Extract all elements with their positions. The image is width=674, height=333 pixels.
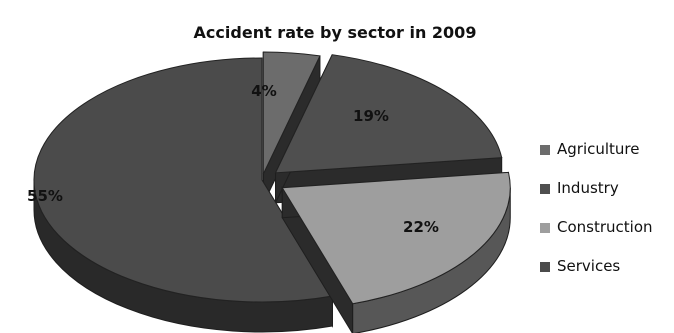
pie-slice-services bbox=[33, 57, 334, 333]
pie-slices bbox=[33, 51, 511, 333]
legend-label-services: Services bbox=[557, 257, 620, 275]
legend-swatch-construction bbox=[540, 223, 550, 233]
chart-title: Accident rate by sector in 2009 bbox=[194, 23, 477, 42]
value-label-services: 55% bbox=[27, 187, 63, 205]
pie-slice-top-construction bbox=[281, 171, 511, 305]
pie-value-labels: 4% 19% 22% 55% bbox=[27, 82, 439, 236]
chart-legend: Agriculture Industry Construction Services bbox=[540, 140, 653, 275]
pie-slice-top-services bbox=[33, 57, 334, 303]
legend-label-industry: Industry bbox=[557, 179, 619, 197]
pie-slice-top-industry bbox=[274, 54, 503, 174]
legend-swatch-services bbox=[540, 262, 550, 272]
value-label-construction: 22% bbox=[403, 218, 439, 236]
pie-slice-top-agriculture bbox=[262, 51, 321, 175]
value-label-industry: 19% bbox=[353, 107, 389, 125]
legend-label-agriculture: Agriculture bbox=[557, 140, 640, 158]
legend-label-construction: Construction bbox=[557, 218, 653, 236]
value-label-agriculture: 4% bbox=[251, 82, 276, 100]
legend-swatch-industry bbox=[540, 184, 550, 194]
legend-swatch-agriculture bbox=[540, 145, 550, 155]
pie-slice-construction bbox=[281, 171, 511, 333]
pie-slice-agriculture bbox=[262, 51, 321, 205]
